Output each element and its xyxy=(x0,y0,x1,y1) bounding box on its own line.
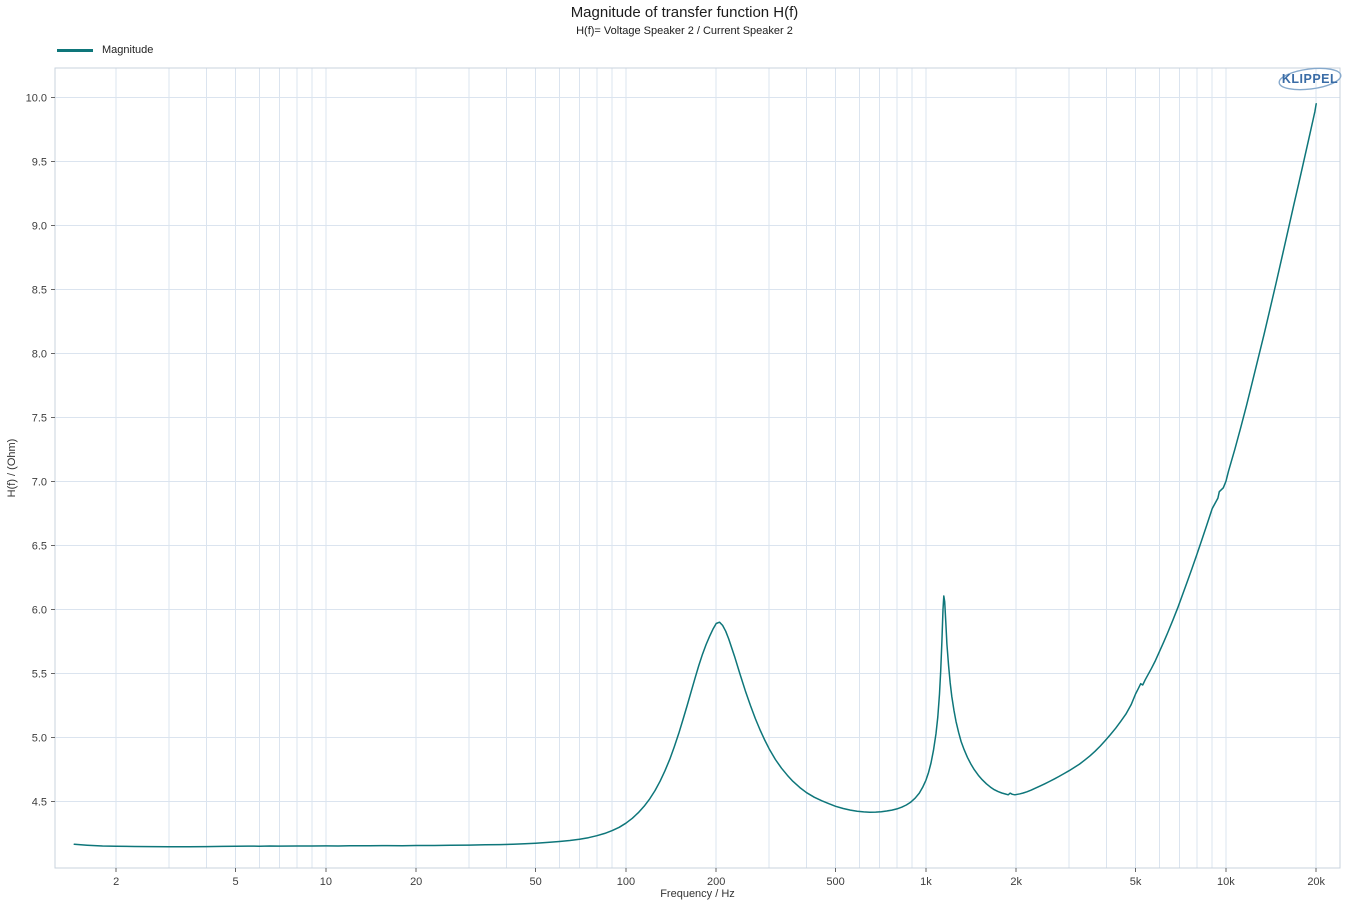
y-tick-label: 6.0 xyxy=(32,604,47,616)
x-tick-label: 20 xyxy=(410,876,422,888)
x-tick-label: 200 xyxy=(707,876,725,888)
y-tick-label: 10.0 xyxy=(26,92,47,104)
y-tick-label: 7.0 xyxy=(32,476,47,488)
klippel-logo-graphic: KLIPPEL xyxy=(1278,67,1342,91)
x-tick-label: 500 xyxy=(826,876,844,888)
logo-ellipse-icon xyxy=(1278,67,1342,91)
legend-line-swatch xyxy=(57,48,93,52)
y-tick-label: 5.5 xyxy=(32,668,47,680)
x-tick-label: 100 xyxy=(617,876,635,888)
x-tick-label: 20k xyxy=(1307,876,1325,888)
logo-text: KLIPPEL xyxy=(1282,72,1338,86)
y-tick-label: 4.5 xyxy=(32,796,47,808)
magnitude-curve xyxy=(73,103,1317,848)
chart-title: Magnitude of transfer function H(f) xyxy=(570,4,799,21)
x-tick-label: 5 xyxy=(233,876,239,888)
x-tick-label: 10 xyxy=(320,876,332,888)
legend-label: Magnitude xyxy=(102,44,154,56)
x-tick-label: 50 xyxy=(529,876,541,888)
y-tick-label: 9.0 xyxy=(32,220,47,232)
y-tick-label: 8.0 xyxy=(32,348,47,360)
y-tick-label: 8.5 xyxy=(32,284,47,296)
chart-subtitle: H(f)= Voltage Speaker 2 / Current Speake… xyxy=(576,25,793,37)
y-tick-label: 7.5 xyxy=(32,412,47,424)
x-tick-label: 5k xyxy=(1130,876,1142,888)
y-axis-title: H(f) / (Ohm) xyxy=(6,438,18,498)
x-tick-label: 2 xyxy=(113,876,119,888)
y-tick-label: 5.0 xyxy=(32,732,47,744)
legend: Magnitude xyxy=(57,44,153,56)
y-tick-label: 9.5 xyxy=(32,156,47,168)
klippel-logo: KLIPPEL xyxy=(1276,66,1344,96)
x-axis-title: Frequency / Hz xyxy=(660,888,735,900)
plot-frame xyxy=(54,67,1341,869)
x-tick-label: 2k xyxy=(1010,876,1022,888)
x-tick-label: 1k xyxy=(920,876,932,888)
x-tick-label: 10k xyxy=(1217,876,1235,888)
y-tick-label: 6.5 xyxy=(32,540,47,552)
